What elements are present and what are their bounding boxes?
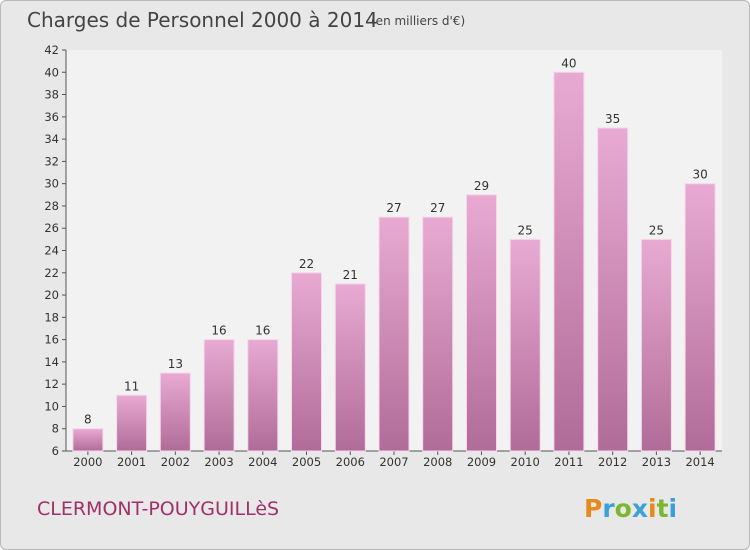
bar-2001	[116, 394, 148, 452]
bars: 8 11 13 16 16 22 21 27 27 29 25 40 35 25 30	[72, 56, 716, 452]
data-label-2006: 21	[343, 268, 358, 282]
bar-2012	[597, 127, 629, 452]
y-tick-label: 20	[44, 288, 59, 302]
y-tick-label: 24	[44, 244, 59, 258]
data-label-2011: 40	[561, 56, 576, 70]
data-label-2003: 16	[211, 324, 226, 338]
y-tick-label: 14	[44, 355, 59, 369]
bar-2010	[509, 238, 541, 452]
bar-2003	[203, 339, 235, 452]
x-tick-label-2011: 2011	[554, 455, 583, 469]
data-label-2009: 29	[474, 179, 489, 193]
x-tick-label-2013: 2013	[642, 455, 671, 469]
proxiti-logo: Proxiti	[584, 494, 677, 523]
bar-2004	[247, 339, 279, 452]
chart-subtitle: (en milliers d'€)	[371, 14, 465, 28]
bar-2011	[553, 71, 585, 452]
y-tick-label: 34	[44, 132, 59, 146]
x-tick-label-2004: 2004	[248, 455, 277, 469]
x-axis: 2000 2001 2002 2003 2004 2005 2006 2007 2008 2009…	[66, 450, 722, 469]
x-tick-label-2001: 2001	[117, 455, 146, 469]
y-tick-label: 40	[44, 65, 59, 79]
data-label-2008: 27	[430, 201, 445, 215]
y-tick-label: 18	[44, 310, 59, 324]
bar-2005	[291, 272, 322, 452]
x-tick-label-2009: 2009	[467, 455, 496, 469]
bar-2008	[422, 216, 454, 452]
y-tick-label: 42	[44, 43, 59, 57]
x-tick-label-2007: 2007	[379, 455, 408, 469]
data-label-2013: 25	[649, 223, 664, 237]
data-label-2012: 35	[605, 112, 620, 126]
y-tick-label: 32	[44, 154, 59, 168]
x-tick-label-2014: 2014	[685, 455, 714, 469]
x-tick-label-2008: 2008	[423, 455, 452, 469]
y-tick-label: 16	[44, 333, 59, 347]
data-label-2007: 27	[386, 201, 401, 215]
y-tick-label: 28	[44, 199, 59, 213]
x-tick-label-2002: 2002	[161, 455, 190, 469]
x-tick-label-2000: 2000	[73, 455, 102, 469]
y-tick-label: 26	[44, 221, 59, 235]
x-tick-label-2012: 2012	[598, 455, 627, 469]
data-label-2000: 8	[84, 413, 92, 427]
y-axis: 6 8 10 12 14 16 18 20 22 24 26 28 30 32 34 36 38 40 42	[44, 43, 67, 458]
y-tick-label: 10	[44, 399, 59, 413]
y-tick-label: 6	[52, 444, 59, 458]
x-tick-label-2006: 2006	[336, 455, 365, 469]
data-label-2002: 13	[168, 357, 183, 371]
commune-name: CLERMONT-POUYGUILLèS	[37, 498, 279, 520]
chart-title: Charges de Personnel 2000 à 2014	[27, 8, 378, 32]
bar-2014	[684, 183, 716, 452]
y-tick-label: 12	[44, 377, 59, 391]
y-tick-label: 36	[44, 110, 59, 124]
x-tick-label-2003: 2003	[204, 455, 233, 469]
y-tick-label: 30	[44, 177, 59, 191]
data-label-2010: 25	[518, 223, 533, 237]
bar-2013	[640, 238, 672, 452]
y-tick-label: 38	[44, 88, 59, 102]
data-label-2001: 11	[124, 379, 139, 393]
x-tick-label-2005: 2005	[292, 455, 321, 469]
bar-2006	[334, 283, 366, 452]
bar-2007	[378, 216, 410, 452]
bar-2000	[72, 428, 104, 452]
data-label-2005: 22	[299, 257, 314, 271]
bar-2009	[466, 194, 497, 452]
bar-2002	[159, 372, 191, 452]
y-tick-label: 8	[52, 422, 59, 436]
data-label-2014: 30	[692, 168, 707, 182]
y-tick-label: 22	[44, 266, 59, 280]
x-tick-label-2010: 2010	[511, 455, 540, 469]
data-label-2004: 16	[255, 324, 270, 338]
